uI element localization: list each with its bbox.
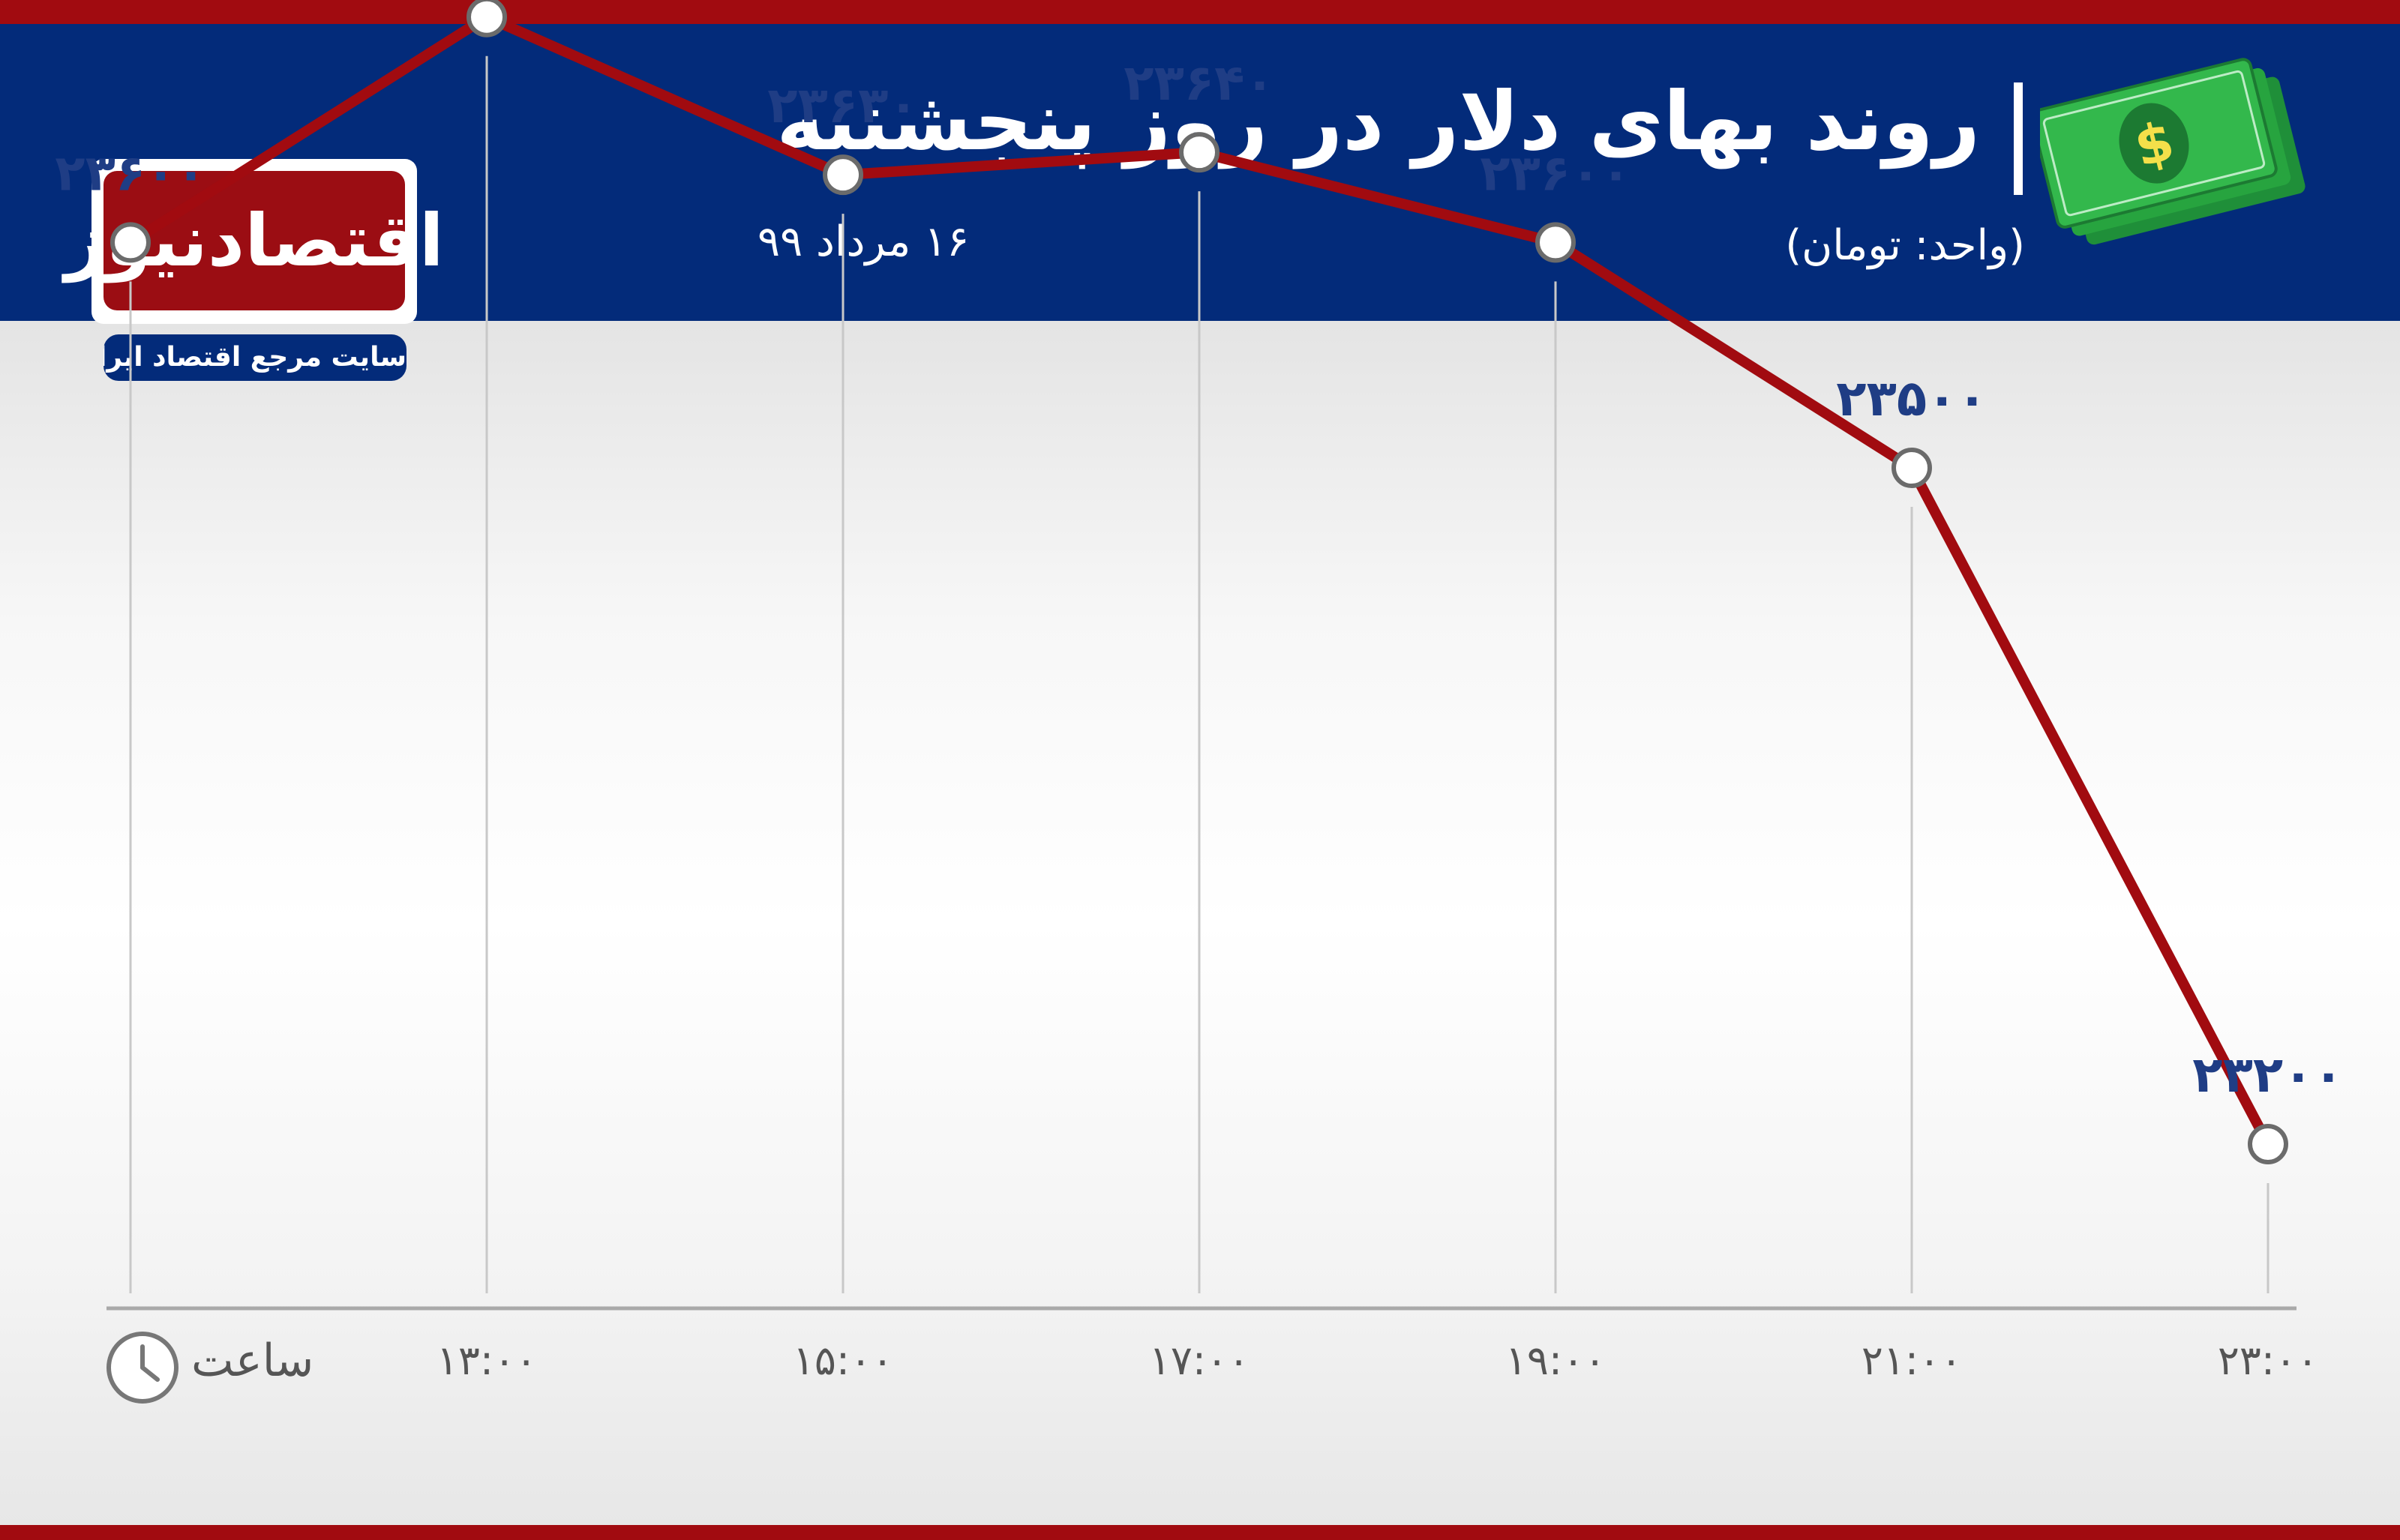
data-point [1535,222,1576,263]
x-tick-label: ۱۵:۰۰ [793,1337,893,1384]
data-point [2248,1124,2288,1164]
money-icon: $ [2040,58,2306,245]
x-tick-label: ۲۱:۰۰ [1862,1337,1962,1384]
x-axis-title: ساعت [191,1335,314,1387]
data-label: ۲۳۶۰۰ [1480,144,1630,202]
data-point [110,222,151,263]
clock-icon [106,1332,178,1404]
x-tick-label: ۲۳:۰۰ [2218,1337,2318,1384]
unit-label: (واحد: تومان) [1785,221,2025,270]
chart-title: روند بهای دلار در روز پنجشنبه [776,75,1980,169]
data-point [1892,448,1932,489]
data-point [823,154,863,196]
x-tick-label: ۱۷:۰۰ [1149,1337,1250,1384]
logo-badge: اقتصادنیوز [64,171,447,310]
data-label: ۲۳۶۳۰ [767,76,918,134]
data-label: ۲۳۲۰۰ [2192,1046,2343,1104]
data-label: ۲۳۵۰۰ [1836,370,1987,427]
data-label: ۲۳۶۰۰ [55,144,206,202]
top-accent-strip [0,0,2400,24]
data-label: ۲۳۶۴۰ [1124,54,1274,112]
logo-tagline: سایت مرجع اقتصاد ایران [104,334,406,381]
title-divider [2014,82,2023,195]
bottom-accent-strip [0,1525,2400,1540]
data-point [1179,132,1220,173]
date-label: ۱۶ مرداد ۹۹ [758,217,970,266]
x-tick-label: ۱۳:۰۰ [436,1337,537,1384]
x-tick-label: ۱۹:۰۰ [1505,1337,1606,1384]
data-point [466,0,507,37]
